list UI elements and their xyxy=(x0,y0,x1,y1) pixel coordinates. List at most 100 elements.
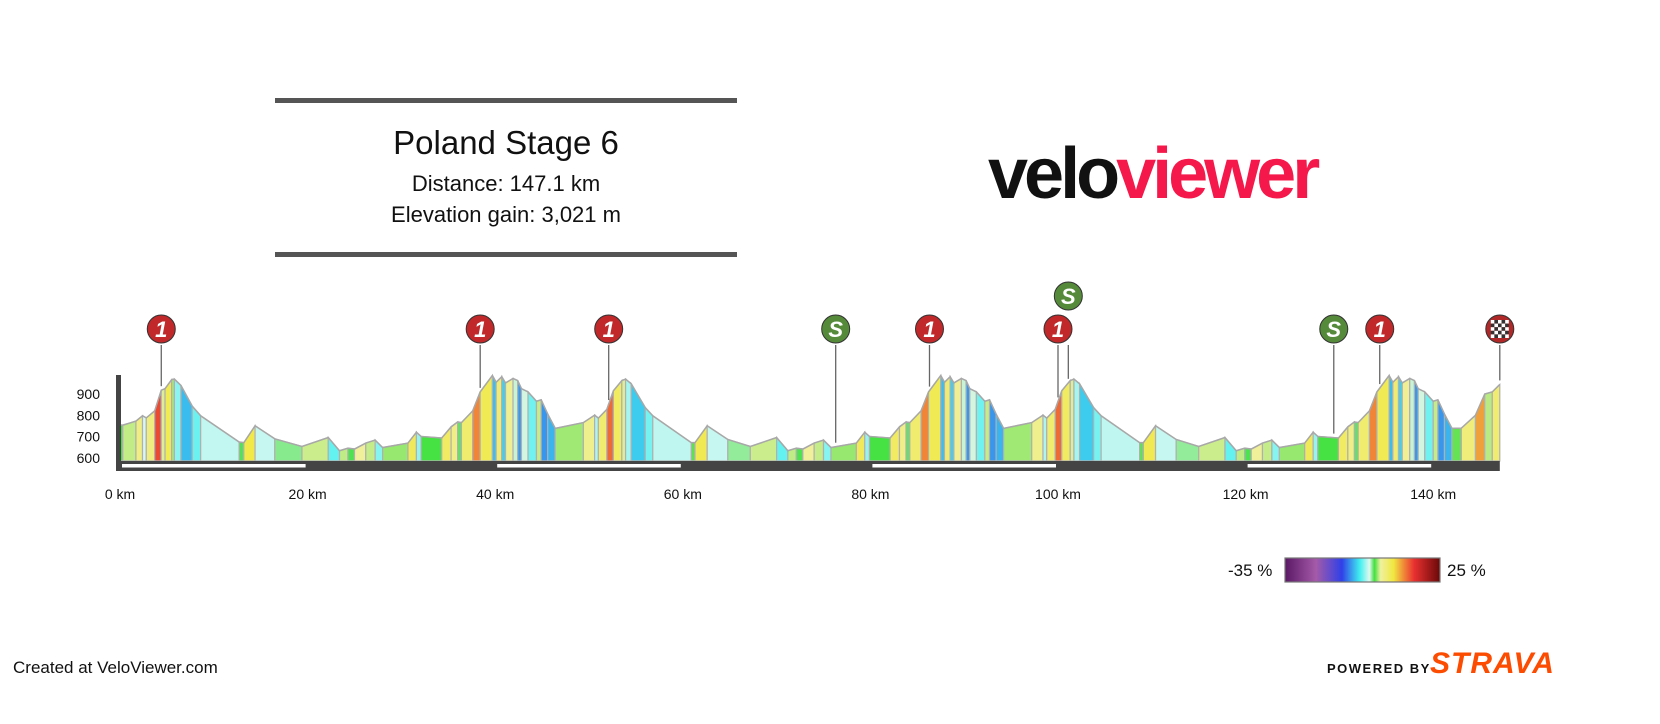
x-tick-label: 0 km xyxy=(105,486,135,502)
profile-segment xyxy=(1244,447,1252,462)
y-tick-label: 900 xyxy=(77,386,101,402)
profile-segment xyxy=(347,447,356,462)
profile-segment xyxy=(1424,390,1434,462)
profile-segment xyxy=(504,377,514,462)
profile-segment xyxy=(1073,377,1081,462)
created-at-text: Created at VeloViewer.com xyxy=(13,658,218,677)
profile-segment xyxy=(145,409,156,462)
checkered-flag-icon xyxy=(1497,330,1502,335)
legend-min-label: -35 % xyxy=(1228,561,1273,580)
checkered-flag-icon xyxy=(1497,334,1502,338)
profile-segment xyxy=(238,441,245,462)
checkered-flag-icon xyxy=(1494,330,1498,335)
kom-marker-label: 1 xyxy=(603,317,615,342)
distance-scale-segment xyxy=(497,464,681,468)
checkered-flag-icon xyxy=(1497,327,1502,331)
sprint-marker-label: S xyxy=(828,317,843,342)
profile-segment xyxy=(975,390,986,462)
profile-segment xyxy=(969,387,977,462)
kom-marker: 1 xyxy=(465,314,495,344)
profile-segment xyxy=(898,420,907,462)
checkered-flag-icon xyxy=(1490,327,1495,331)
profile-segment xyxy=(1061,378,1071,462)
checkered-flag-icon xyxy=(1501,327,1506,331)
kom-marker-circle xyxy=(1365,314,1395,344)
checkered-flag-icon xyxy=(1490,323,1495,328)
profile-segment xyxy=(624,377,632,462)
title-rule-bottom xyxy=(275,252,737,257)
distance-text: Distance: 147.1 km xyxy=(411,171,601,196)
profile-segment xyxy=(540,399,549,462)
checkered-flag-icon xyxy=(1497,320,1502,324)
veloviewer-logo: veloviewer xyxy=(988,134,1320,214)
x-tick-label: 120 km xyxy=(1223,486,1269,502)
kom-marker: 1 xyxy=(1365,314,1395,344)
profile-segment xyxy=(512,377,519,462)
y-axis-bar xyxy=(116,375,121,470)
profile-segment xyxy=(795,447,804,462)
gradient-legend-bar xyxy=(1284,557,1441,583)
kom-marker-label: 1 xyxy=(1052,317,1064,342)
checkered-flag-icon xyxy=(1501,334,1506,338)
profile-segment xyxy=(1154,424,1177,462)
x-tick-label: 100 km xyxy=(1035,486,1081,502)
profile-segment xyxy=(960,377,967,462)
page-title: Poland Stage 6 xyxy=(393,124,619,161)
profile-segment xyxy=(1347,420,1356,462)
profile-segment xyxy=(450,420,459,462)
profile-segment xyxy=(868,435,891,462)
profile-segment xyxy=(135,414,144,462)
profile-segment xyxy=(1484,391,1493,462)
sprint-marker: S xyxy=(1053,281,1083,311)
profile-segment xyxy=(1432,398,1439,462)
kom-marker-circle xyxy=(465,314,495,344)
elevation-gain-text: Elevation gain: 3,021 m xyxy=(391,202,621,227)
kom-marker-circle xyxy=(146,314,176,344)
profile-segment xyxy=(243,423,256,462)
profile-segment xyxy=(749,436,778,462)
sprint-marker: S xyxy=(821,314,851,344)
profile-segment xyxy=(173,377,182,462)
kom-marker-circle xyxy=(1043,314,1073,344)
profile-segment xyxy=(164,377,173,462)
sprint-marker-circle xyxy=(821,314,851,344)
checkered-flag-icon xyxy=(1501,320,1506,324)
profile-segment xyxy=(460,409,474,462)
profile-segment xyxy=(1198,436,1226,462)
sprint-marker-circle xyxy=(1319,314,1349,344)
x-tick-label: 40 km xyxy=(476,486,514,502)
profile-segment xyxy=(1417,387,1426,462)
profile-segment xyxy=(909,409,922,462)
profile-segment xyxy=(1491,382,1501,462)
kom-marker-label: 1 xyxy=(474,317,486,342)
sprint-marker-circle xyxy=(1053,281,1083,311)
profile-segment xyxy=(988,399,997,462)
x-axis-bar xyxy=(116,461,1500,471)
checkered-flag-icon xyxy=(1505,334,1509,338)
strava-logo: STRAVA xyxy=(1430,647,1555,680)
x-tick-label: 80 km xyxy=(851,486,889,502)
profile-segment xyxy=(1002,421,1033,462)
checkered-flag-icon xyxy=(1505,327,1509,331)
kom-marker-label: 1 xyxy=(923,317,935,342)
profile-segment xyxy=(984,398,991,462)
kom-marker-label: 1 xyxy=(1374,317,1386,342)
checkered-flag-icon xyxy=(1505,323,1509,328)
profile-segment xyxy=(1142,423,1157,462)
checkered-flag-icon xyxy=(1490,334,1495,338)
checkered-flag-icon xyxy=(1490,330,1495,335)
kom-marker-circle xyxy=(594,314,624,344)
kom-marker: 1 xyxy=(914,314,944,344)
profile-segment xyxy=(694,423,708,462)
checkered-flag-icon xyxy=(1494,334,1498,338)
profile-segment xyxy=(520,387,529,462)
profile-segment xyxy=(420,435,443,462)
checkered-flag-icon xyxy=(1505,320,1509,324)
profile-segment xyxy=(1317,435,1340,462)
title-rule-top xyxy=(275,98,737,103)
profile-segment xyxy=(122,420,137,462)
checkered-flag-icon xyxy=(1494,320,1498,324)
kom-marker-label: 1 xyxy=(155,317,167,342)
checkered-flag-icon xyxy=(1505,330,1509,335)
logo-part-velo: velo xyxy=(988,134,1120,214)
